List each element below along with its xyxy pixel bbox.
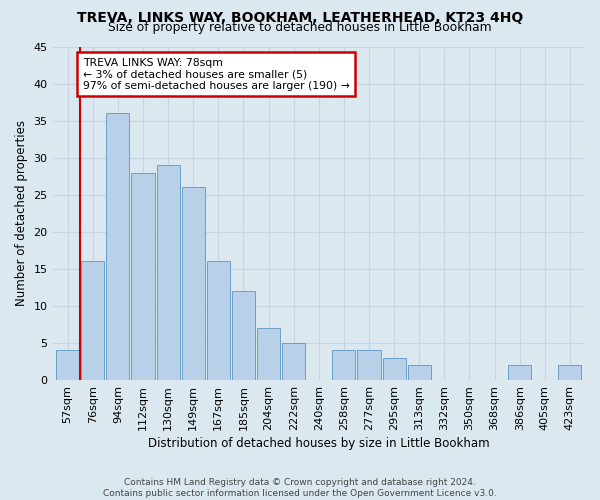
Bar	[257, 328, 280, 380]
Bar	[383, 358, 406, 380]
Bar	[358, 350, 380, 380]
Bar	[282, 343, 305, 380]
Bar	[157, 165, 179, 380]
Bar	[559, 365, 581, 380]
Text: TREVA LINKS WAY: 78sqm
← 3% of detached houses are smaller (5)
97% of semi-detac: TREVA LINKS WAY: 78sqm ← 3% of detached …	[83, 58, 350, 91]
Bar	[131, 172, 155, 380]
Bar	[508, 365, 531, 380]
Bar	[56, 350, 79, 380]
Bar	[232, 291, 255, 380]
Bar	[182, 188, 205, 380]
Bar	[332, 350, 355, 380]
Bar	[106, 113, 130, 380]
Bar	[407, 365, 431, 380]
Bar	[207, 262, 230, 380]
X-axis label: Distribution of detached houses by size in Little Bookham: Distribution of detached houses by size …	[148, 437, 490, 450]
Bar	[81, 262, 104, 380]
Text: Contains HM Land Registry data © Crown copyright and database right 2024.
Contai: Contains HM Land Registry data © Crown c…	[103, 478, 497, 498]
Text: TREVA, LINKS WAY, BOOKHAM, LEATHERHEAD, KT23 4HQ: TREVA, LINKS WAY, BOOKHAM, LEATHERHEAD, …	[77, 11, 523, 25]
Text: Size of property relative to detached houses in Little Bookham: Size of property relative to detached ho…	[108, 22, 492, 35]
Y-axis label: Number of detached properties: Number of detached properties	[15, 120, 28, 306]
